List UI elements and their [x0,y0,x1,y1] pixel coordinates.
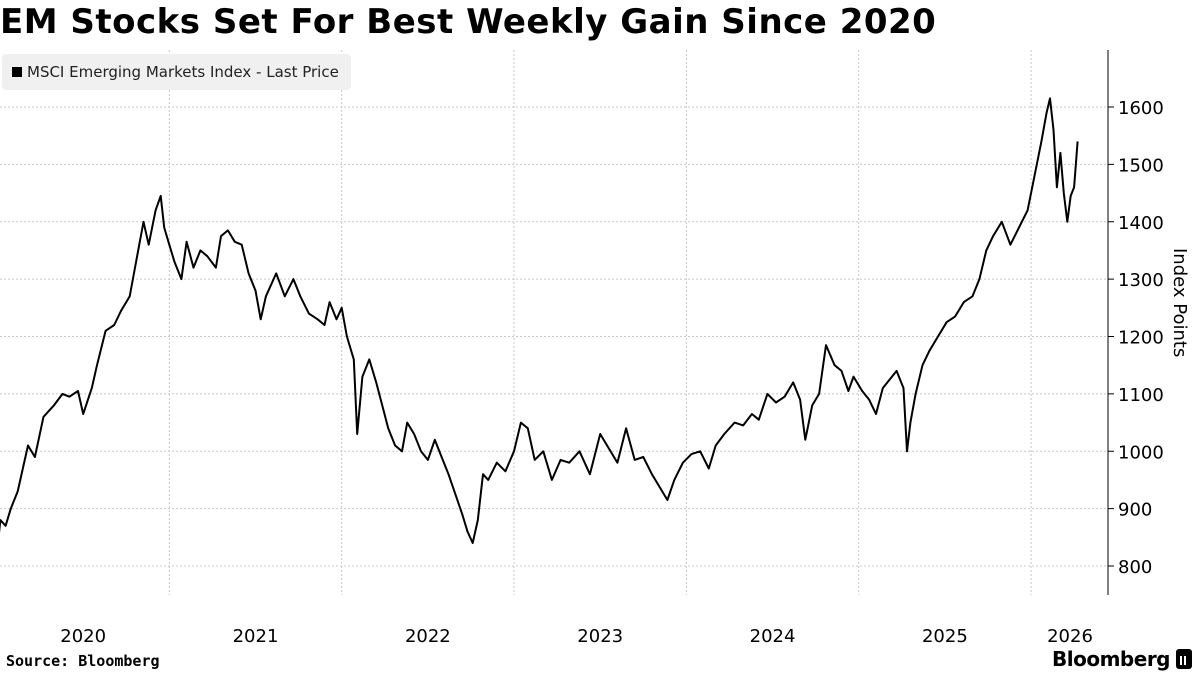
grid-lines [0,50,1108,595]
brand-name: Bloomberg [1052,647,1170,671]
x-tick-label: 2026 [1047,626,1093,647]
x-tick-label: 2020 [60,626,106,647]
series-layer [0,97,1079,544]
y-tick-label: 800 [1118,557,1152,578]
y-tick-label: 1000 [1118,442,1164,463]
x-tick-label: 2025 [922,626,968,647]
y-tick-label: 1400 [1118,213,1164,234]
y-tick-label: 1300 [1118,270,1164,291]
y-tick-label: 1100 [1118,385,1164,406]
square-swatch-icon [12,67,22,77]
y-tick-label: 1500 [1118,155,1164,176]
series-line-msci-em [0,97,1079,544]
y-tick-label: 1200 [1118,328,1164,349]
brand: Bloomberg [1052,647,1192,671]
x-tick-label: 2024 [750,626,796,647]
x-tick-label: 2021 [233,626,279,647]
y-axis: 800 900 1000 1100 1200 1300 1400 1500 1600 [1107,50,1164,595]
chart-title: EM Stocks Set For Best Weekly Gain Since… [0,2,937,42]
legend[interactable]: MSCI Emerging Markets Index - Last Price [2,54,351,90]
x-axis: 2020 2021 2022 2023 2024 2025 2026 [60,626,1093,647]
y-axis-label: Index Points [1169,248,1190,357]
source-note: Source: Bloomberg [6,652,160,670]
y-tick-label: 900 [1118,500,1152,521]
legend-label: MSCI Emerging Markets Index - Last Price [27,63,339,81]
bloomberg-logo-icon [1176,649,1192,669]
x-tick-label: 2022 [405,626,451,647]
y-tick-label: 1600 [1118,98,1164,119]
x-tick-label: 2023 [577,626,623,647]
